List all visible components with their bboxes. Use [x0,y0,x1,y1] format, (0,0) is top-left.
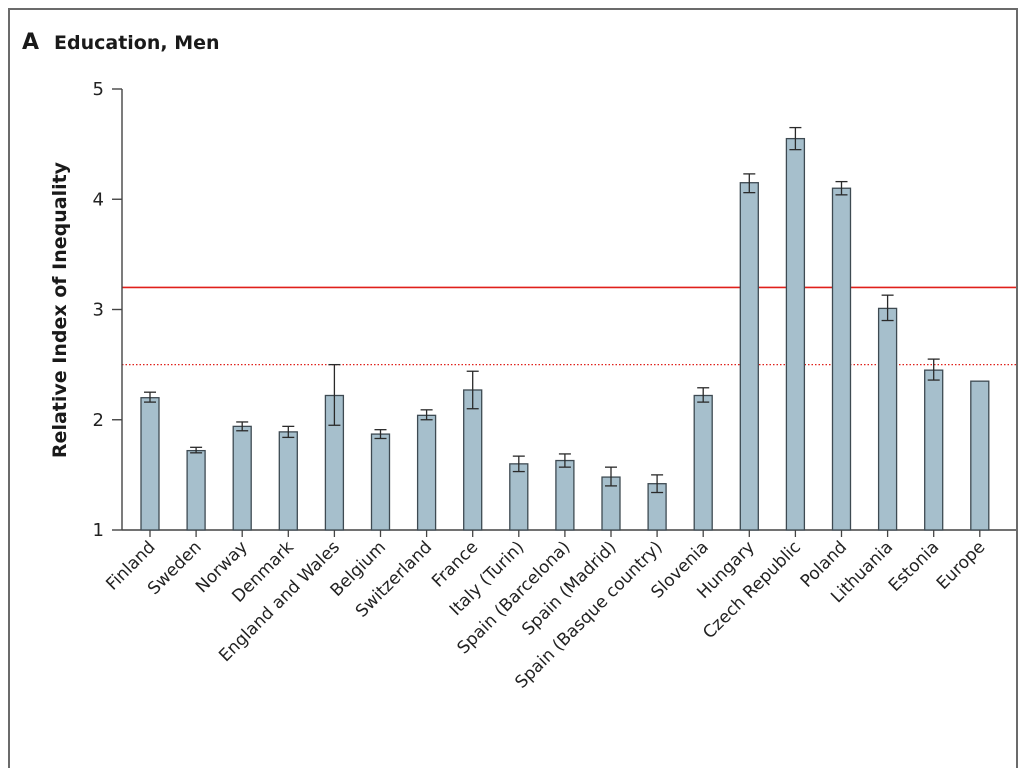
error-bar [466,370,479,410]
bar [924,369,944,531]
error-bar [881,294,894,322]
bar [693,394,713,531]
error-bar [789,126,802,151]
panel-letter: A [22,30,40,55]
bar [877,307,898,531]
error-bar [743,173,756,194]
y-tick-label: 5 [93,79,104,100]
bar [463,389,483,531]
bar [186,449,206,531]
y-tick-label: 2 [93,410,104,431]
error-bar [512,455,525,473]
bar [831,187,852,531]
error-bar [236,421,249,432]
panel-title: Education, Men [54,32,220,54]
y-tick-label: 4 [93,189,104,210]
error-bar [697,387,710,403]
x-category-label: Europe [933,537,989,593]
error-bar [282,425,295,439]
error-bar [558,453,571,468]
bar [555,459,575,531]
y-axis-title: Relative Index of Inequality [49,161,71,458]
x-category-label: Estonia [885,537,943,595]
error-bar [605,466,617,487]
error-bar [190,446,203,454]
bar [416,414,437,531]
bar [509,463,529,531]
bar [278,431,298,531]
error-bar [374,429,387,440]
error-bars [144,126,940,494]
bar [739,182,759,531]
y-axis: 1 2 3 4 5 [93,79,1016,541]
reference-lines [122,286,1016,366]
error-bar [651,474,664,494]
y-tick-label: 1 [93,520,104,541]
bar [232,425,252,531]
error-bar [420,409,433,421]
error-bar [835,180,848,196]
bar [370,433,391,531]
bars [140,137,990,531]
error-bar [927,358,940,381]
y-tick-label: 3 [93,300,104,321]
error-bar [144,391,156,403]
bar [785,137,806,531]
bar [140,397,160,531]
error-bar [328,363,341,426]
bar [970,380,990,531]
